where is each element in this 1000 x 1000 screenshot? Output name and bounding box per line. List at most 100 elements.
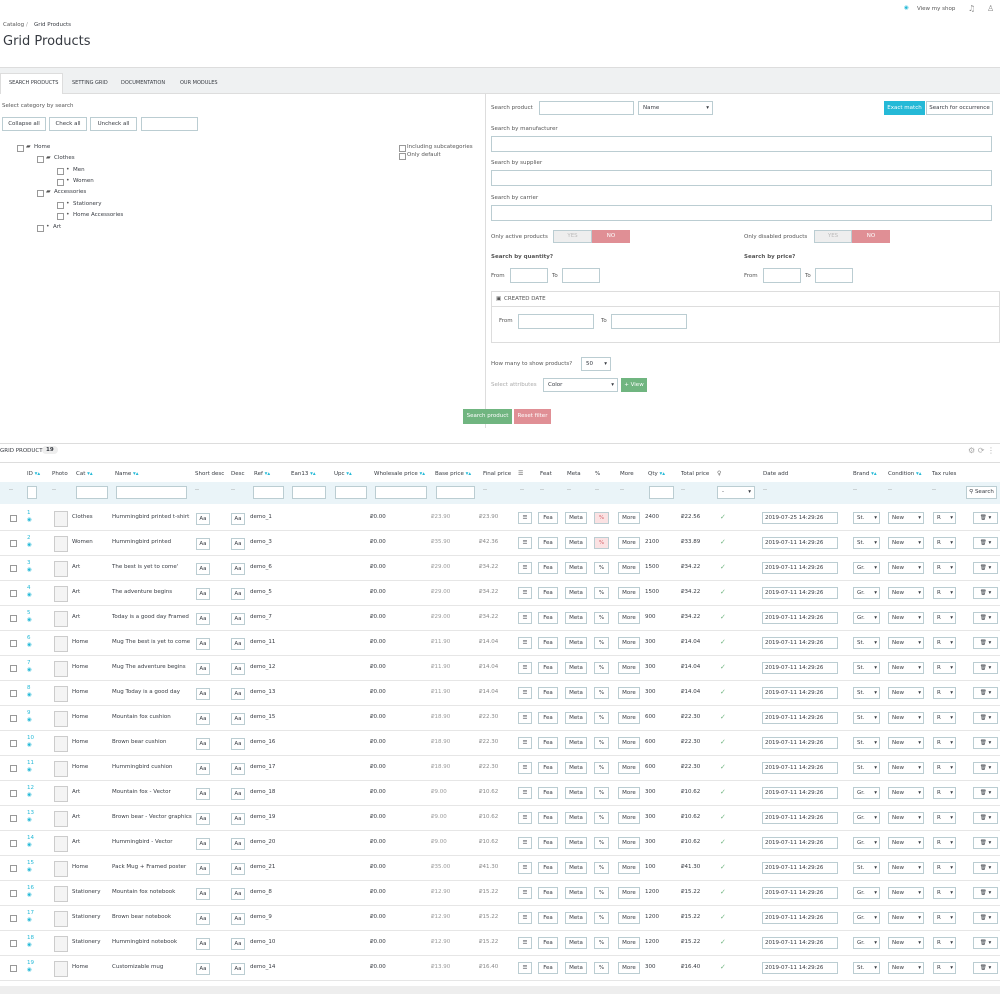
- category-search[interactable]: [141, 117, 198, 131]
- date-input[interactable]: 2019-07-11 14:29:26: [762, 537, 838, 549]
- brand-select[interactable]: Gr. ▾: [853, 887, 880, 899]
- delete-button[interactable]: 🗑 ▾: [973, 787, 998, 799]
- date-input[interactable]: 2019-07-11 14:29:26: [762, 912, 838, 924]
- thumbnail[interactable]: [54, 636, 68, 652]
- desc-button[interactable]: Aa: [231, 738, 245, 750]
- more-button[interactable]: More: [618, 712, 640, 724]
- date-input[interactable]: 2019-07-11 14:29:26: [762, 562, 838, 574]
- short-desc-button[interactable]: Aa: [196, 938, 210, 950]
- more-button[interactable]: More: [618, 887, 640, 899]
- delete-button[interactable]: 🗑 ▾: [973, 962, 998, 974]
- yes-toggle[interactable]: YES: [814, 230, 852, 243]
- short-desc-button[interactable]: Aa: [196, 813, 210, 825]
- condition-select[interactable]: New ▾: [888, 787, 924, 799]
- percent-button[interactable]: %: [594, 812, 609, 824]
- date-input[interactable]: 2019-07-11 14:29:26: [762, 587, 838, 599]
- condition-select[interactable]: New ▾: [888, 712, 924, 724]
- notification-icon[interactable]: ♙: [987, 4, 995, 13]
- row-checkbox[interactable]: [10, 815, 17, 822]
- meta-button[interactable]: Meta: [565, 912, 587, 924]
- date-input[interactable]: 2019-07-11 14:29:26: [762, 662, 838, 674]
- list-button[interactable]: ☰: [518, 962, 532, 974]
- desc-button[interactable]: Aa: [231, 663, 245, 675]
- thumbnail[interactable]: [54, 686, 68, 702]
- yes-toggle[interactable]: YES: [553, 230, 592, 243]
- desc-button[interactable]: Aa: [231, 588, 245, 600]
- percent-button[interactable]: %: [594, 587, 609, 599]
- tab[interactable]: OUR MODULES: [180, 80, 218, 86]
- desc-button[interactable]: Aa: [231, 763, 245, 775]
- delete-button[interactable]: 🗑 ▾: [973, 762, 998, 774]
- row-checkbox[interactable]: [10, 590, 17, 597]
- list-button[interactable]: ☰: [518, 687, 532, 699]
- feature-button[interactable]: Fea: [538, 537, 558, 549]
- tax-select[interactable]: R ▾: [933, 712, 956, 724]
- feature-button[interactable]: Fea: [538, 912, 558, 924]
- short-desc-button[interactable]: Aa: [196, 738, 210, 750]
- feature-button[interactable]: Fea: [538, 887, 558, 899]
- feature-button[interactable]: Fea: [538, 962, 558, 974]
- thumbnail[interactable]: [54, 761, 68, 777]
- meta-button[interactable]: Meta: [565, 512, 587, 524]
- condition-select[interactable]: New ▾: [888, 612, 924, 624]
- thumbnail[interactable]: [54, 561, 68, 577]
- quantity-to[interactable]: [562, 268, 600, 283]
- filter-input[interactable]: [335, 486, 367, 499]
- supplier-input[interactable]: [491, 170, 992, 186]
- thumbnail[interactable]: [54, 711, 68, 727]
- feature-button[interactable]: Fea: [538, 687, 558, 699]
- tax-select[interactable]: R ▾: [933, 687, 956, 699]
- row-checkbox[interactable]: [10, 940, 17, 947]
- condition-select[interactable]: New ▾: [888, 637, 924, 649]
- percent-button[interactable]: %: [594, 687, 609, 699]
- desc-button[interactable]: Aa: [231, 563, 245, 575]
- thumbnail[interactable]: [54, 836, 68, 852]
- search-button[interactable]: ⚲ Search: [966, 486, 997, 499]
- list-button[interactable]: ☰: [518, 662, 532, 674]
- feature-button[interactable]: Fea: [538, 587, 558, 599]
- feature-button[interactable]: Fea: [538, 837, 558, 849]
- meta-button[interactable]: Meta: [565, 612, 587, 624]
- row-checkbox[interactable]: [10, 840, 17, 847]
- more-button[interactable]: More: [618, 562, 640, 574]
- percent-button[interactable]: %: [594, 662, 609, 674]
- manufacturer-input[interactable]: [491, 136, 992, 152]
- percent-button[interactable]: %: [594, 737, 609, 749]
- row-checkbox[interactable]: [10, 915, 17, 922]
- list-button[interactable]: ☰: [518, 912, 532, 924]
- row-checkbox[interactable]: [10, 615, 17, 622]
- meta-button[interactable]: Meta: [565, 587, 587, 599]
- more-button[interactable]: More: [618, 787, 640, 799]
- condition-select[interactable]: New ▾: [888, 887, 924, 899]
- meta-button[interactable]: Meta: [565, 887, 587, 899]
- collapse-button[interactable]: Collapse all: [2, 117, 46, 131]
- list-button[interactable]: ☰: [518, 837, 532, 849]
- feature-button[interactable]: Fea: [538, 737, 558, 749]
- list-button[interactable]: ☰: [518, 787, 532, 799]
- filter-input[interactable]: [253, 486, 284, 499]
- short-desc-button[interactable]: Aa: [196, 713, 210, 725]
- delete-button[interactable]: 🗑 ▾: [973, 587, 998, 599]
- row-checkbox[interactable]: [10, 565, 17, 572]
- delete-button[interactable]: 🗑 ▾: [973, 887, 998, 899]
- list-button[interactable]: ☰: [518, 812, 532, 824]
- more-button[interactable]: More: [618, 937, 640, 949]
- delete-button[interactable]: 🗑 ▾: [973, 512, 998, 524]
- list-button[interactable]: ☰: [518, 862, 532, 874]
- row-checkbox[interactable]: [10, 965, 17, 972]
- feature-button[interactable]: Fea: [538, 762, 558, 774]
- delete-button[interactable]: 🗑 ▾: [973, 712, 998, 724]
- condition-select[interactable]: New ▾: [888, 837, 924, 849]
- brand-select[interactable]: Gr. ▾: [853, 587, 880, 599]
- search-input[interactable]: [539, 101, 634, 115]
- filter-input[interactable]: [436, 486, 475, 499]
- how-many-select[interactable]: 50 ▾: [581, 357, 611, 371]
- desc-button[interactable]: Aa: [231, 638, 245, 650]
- short-desc-button[interactable]: Aa: [196, 638, 210, 650]
- list-button[interactable]: ☰: [518, 637, 532, 649]
- tax-select[interactable]: R ▾: [933, 937, 956, 949]
- tax-select[interactable]: R ▾: [933, 787, 956, 799]
- meta-button[interactable]: Meta: [565, 662, 587, 674]
- brand-select[interactable]: Gr. ▾: [853, 612, 880, 624]
- date-input[interactable]: 2019-07-11 14:29:26: [762, 687, 838, 699]
